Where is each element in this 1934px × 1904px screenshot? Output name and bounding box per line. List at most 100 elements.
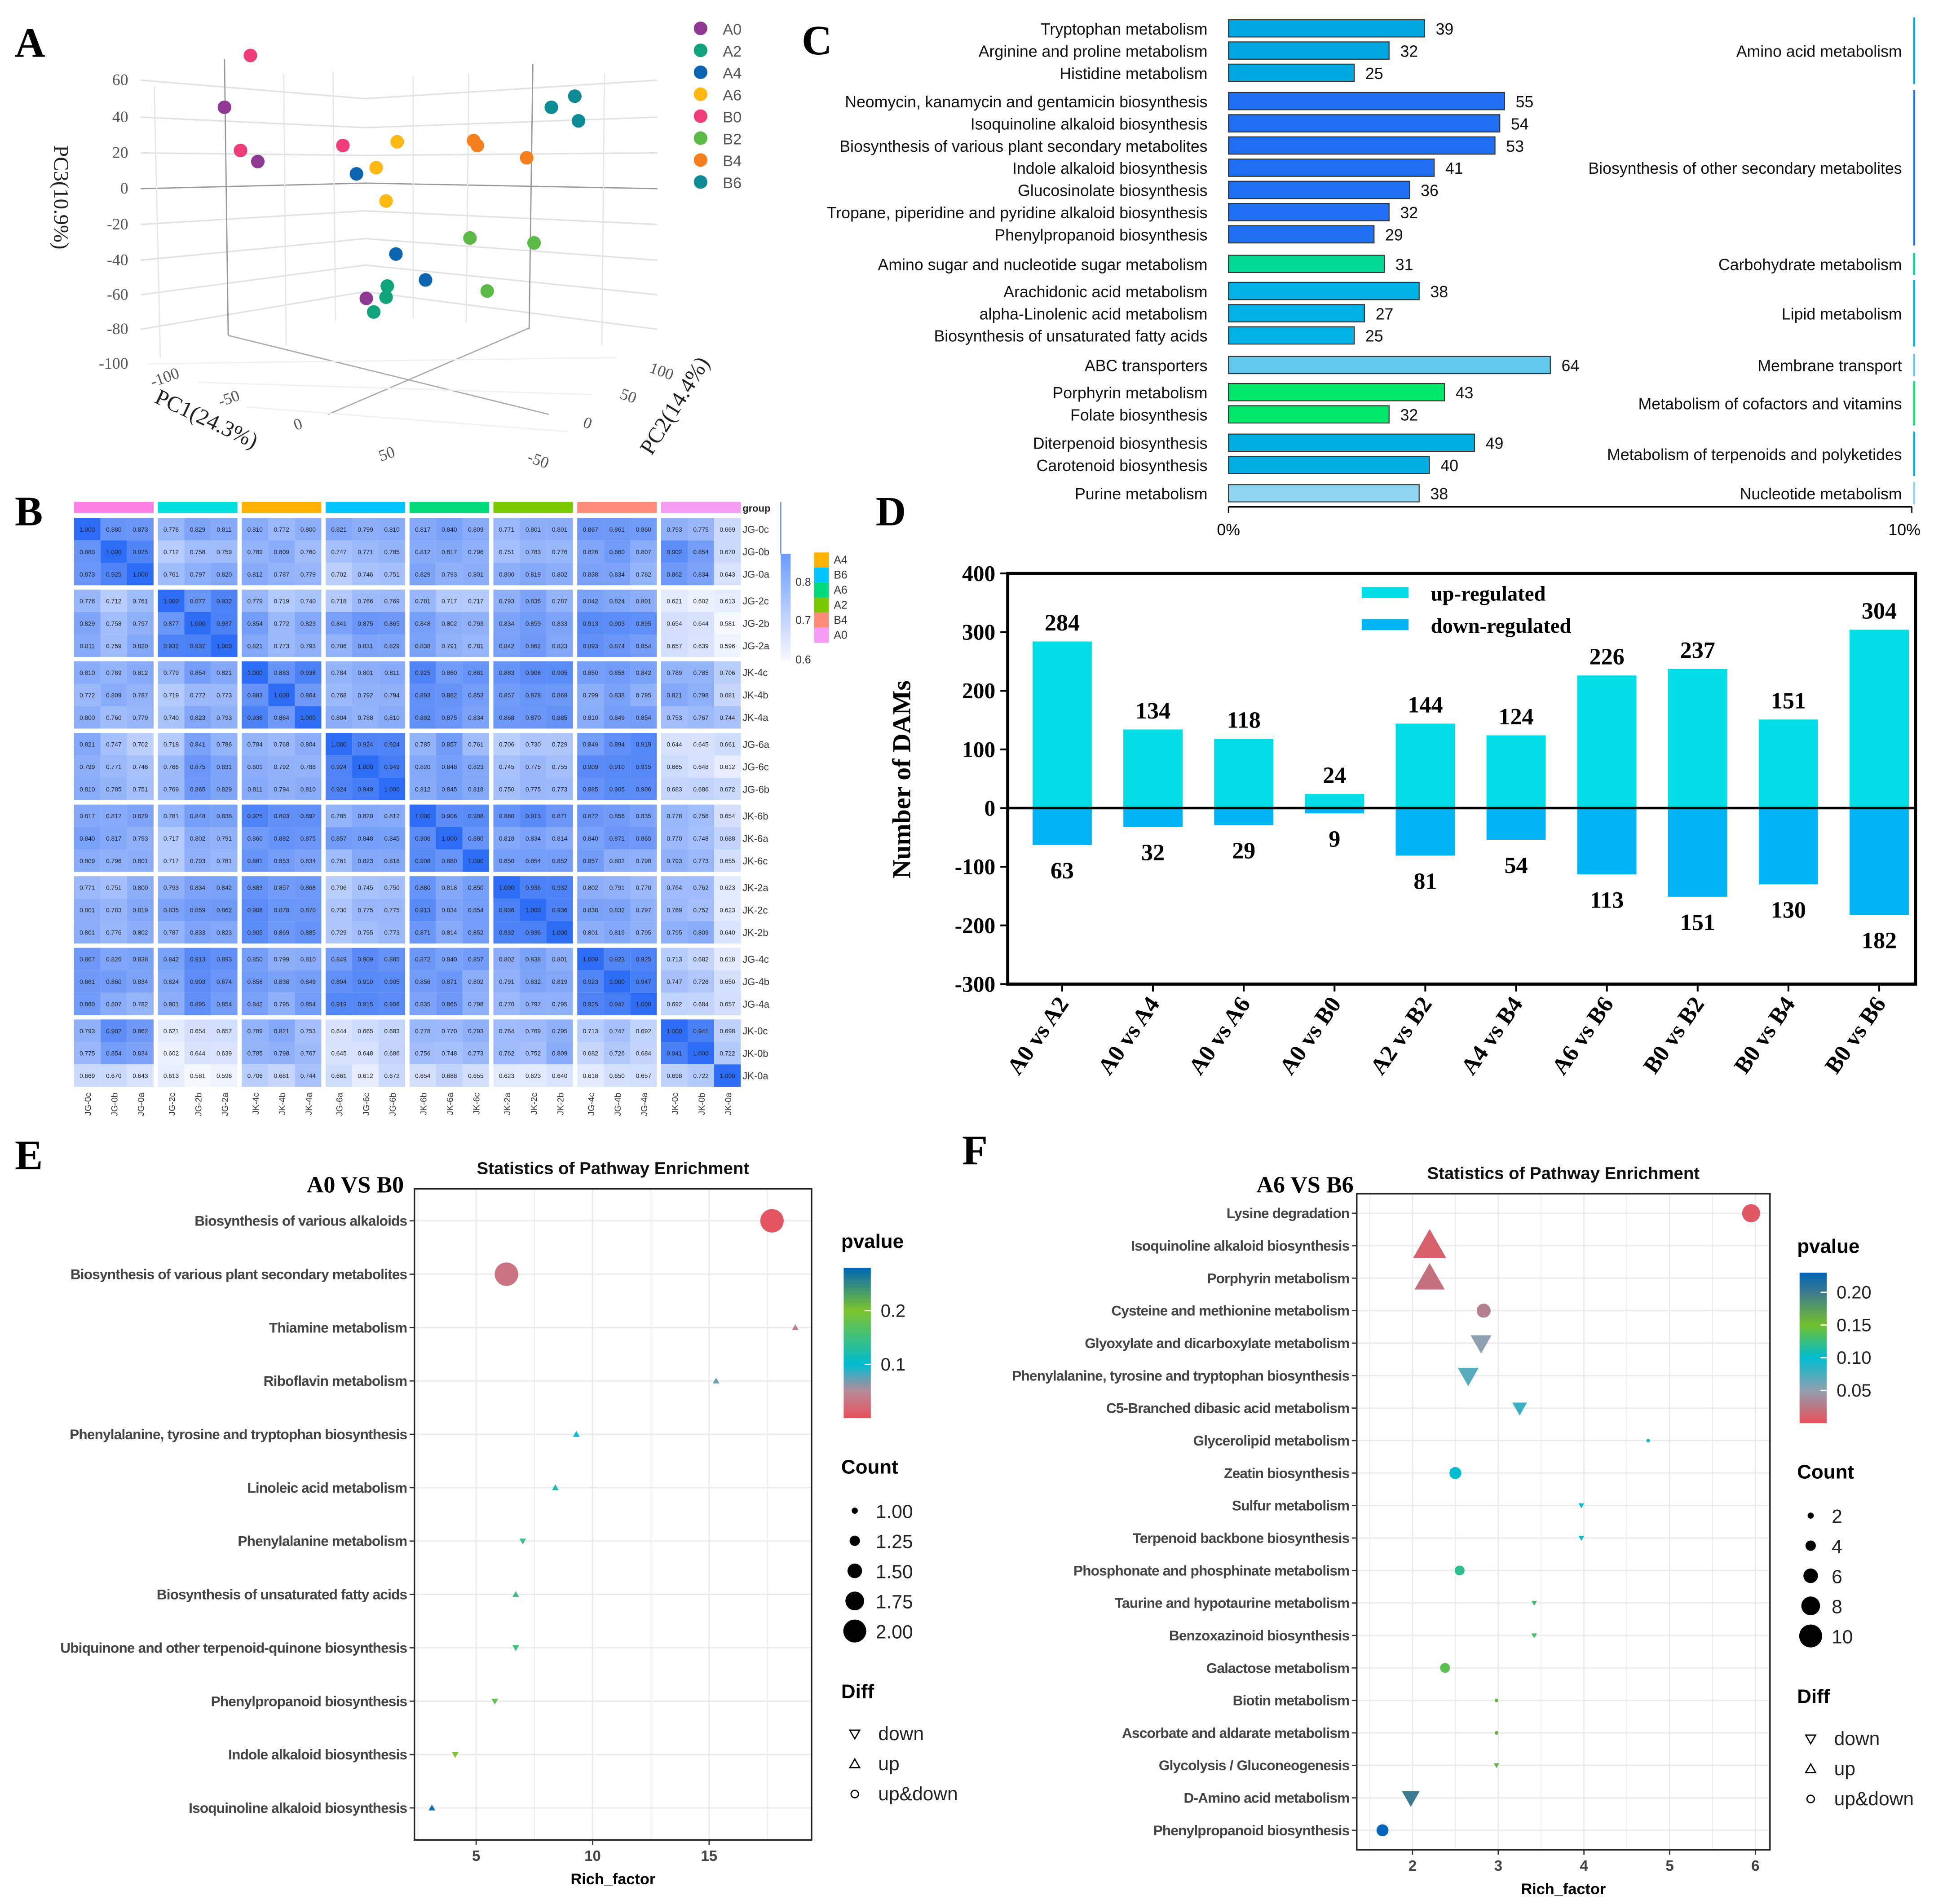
heatmap-cell-value: 0.875 (442, 714, 457, 721)
x-category-label: A2 vs B2 (1365, 992, 1437, 1080)
pvalue-tick-label: 0.1 (881, 1355, 905, 1375)
column-label: JG-6a (336, 1093, 345, 1116)
heatmap-cell (268, 589, 295, 612)
heatmap-cell-value: 0.781 (216, 858, 232, 864)
x-tick-label: 3 (1494, 1857, 1502, 1874)
heatmap-cell-value: 0.895 (636, 620, 652, 627)
heatmap-cell-value: 0.613 (163, 1073, 179, 1080)
heatmap-cell-value: 0.838 (583, 571, 599, 578)
heatmap-cell-value: 1.000 (331, 741, 347, 748)
heatmap-cell (379, 733, 406, 756)
heatmap-cell (295, 634, 322, 657)
heatmap-cell (604, 755, 631, 778)
heatmap-cell-value: 0.799 (274, 956, 289, 963)
heatmap-cell (462, 706, 489, 729)
heatmap-cell (158, 706, 185, 729)
enrichment-point (792, 1324, 799, 1330)
category-label: Biosynthesis of other secondary metaboli… (1588, 159, 1902, 177)
x-category-label: B0 vs B2 (1638, 992, 1709, 1079)
heatmap-cell-value: 0.854 (190, 670, 206, 676)
heatmap-cell (242, 661, 269, 684)
heatmap-cell (352, 778, 379, 801)
pathway-label: Glycolysis / Gluconeogenesis (1159, 1757, 1350, 1773)
category-label: Membrane transport (1757, 357, 1902, 375)
heatmap-cell-value: 0.799 (358, 526, 373, 533)
heatmap-cell-value: 0.913 (583, 620, 599, 627)
heatmap-cell (462, 804, 489, 827)
heatmap-cell (295, 778, 322, 801)
heatmap-cell-value: 0.831 (216, 764, 232, 771)
heatmap-cell (546, 970, 573, 993)
heatmap-cell (100, 755, 127, 778)
heatmap-cell (158, 804, 185, 827)
heatmap-cell (379, 876, 406, 899)
heatmap-cell (661, 1064, 688, 1087)
heatmap-cell-value: 0.919 (331, 1001, 346, 1008)
heatmap-cell-value: 0.818 (499, 835, 515, 842)
pc2-tick-label: 100 (647, 358, 676, 383)
pathway-count: 32 (1400, 406, 1418, 424)
heatmap-cell-value: 0.766 (358, 598, 373, 604)
y-tick-label: -200 (955, 913, 996, 938)
pathway-label: Isoquinoline alkaloid biosynthesis (971, 115, 1208, 133)
legend-swatch (1361, 587, 1409, 598)
count-legend-dot (849, 1535, 860, 1546)
heatmap-cell (493, 992, 520, 1015)
heatmap-cell-value: 0.793 (163, 885, 179, 891)
heatmap-cell-value: 0.834 (468, 714, 484, 721)
enrichment-point (552, 1484, 559, 1490)
heatmap-cell (493, 1042, 520, 1065)
heatmap-cell-value: 0.776 (552, 549, 568, 555)
heatmap-cell-value: 0.748 (442, 1050, 457, 1057)
pathway-label: Ubiquinone and other terpenoid-quinone b… (60, 1640, 407, 1656)
heatmap-cell-value: 0.768 (274, 741, 290, 748)
count-legend-label: 2.00 (876, 1622, 913, 1643)
down-value-label: 29 (1232, 838, 1255, 864)
category-label: Metabolism of cofactors and vitamins (1638, 395, 1902, 413)
heatmap-cell (325, 827, 353, 850)
heatmap-cell (184, 733, 211, 756)
heatmap-cell-value: 0.858 (609, 670, 625, 676)
heatmap-cell (493, 804, 520, 827)
heatmap-cell-value: 0.810 (300, 786, 316, 793)
heatmap-cell (100, 1019, 127, 1042)
pathway-bar (1228, 405, 1390, 424)
pca-point-b6 (544, 100, 558, 115)
heatmap-cell-value: 0.831 (358, 643, 373, 649)
up-regulated-bar (1395, 723, 1455, 808)
pvalue-legend-title: pvalue (841, 1230, 904, 1252)
heatmap-cell-value: 0.894 (609, 741, 625, 748)
heatmap-cell-value: 0.775 (384, 907, 400, 914)
enrichment-point (1494, 1731, 1499, 1735)
heatmap-cell-value: 0.682 (583, 1050, 598, 1057)
heatmap-cell-value: 0.702 (132, 741, 148, 748)
heatmap-cell-value: 0.768 (331, 692, 347, 699)
heatmap-cell-value: 0.612 (358, 1073, 373, 1080)
heatmap-cell (74, 683, 101, 706)
heatmap-cell (661, 634, 688, 657)
pathway-label: Ascorbate and aldarate metabolism (1122, 1725, 1349, 1741)
heatmap-cell (268, 970, 295, 993)
heatmap-cell (577, 970, 604, 993)
heatmap-cell (714, 518, 741, 541)
x-category-label: A4 vs B4 (1456, 992, 1528, 1080)
heatmap-cell (493, 612, 520, 635)
heatmap-cell (409, 804, 436, 827)
heatmap-cell (546, 899, 573, 921)
heatmap-cell-value: 1.000 (358, 764, 373, 771)
heatmap-cell (688, 827, 715, 850)
heatmap-cell-value: 0.801 (132, 858, 148, 864)
heatmap-cell-value: 0.925 (583, 1001, 599, 1008)
heatmap-cell-value: 0.692 (636, 1028, 651, 1035)
heatmap-cell (242, 518, 269, 541)
heatmap-cell (604, 1042, 631, 1065)
heatmap-cell (184, 612, 211, 635)
group-legend-swatch (814, 627, 829, 643)
comparison-subtitle: A0 VS B0 (307, 1172, 404, 1198)
count-legend-label: 6 (1832, 1566, 1842, 1588)
heatmap-cell (630, 849, 657, 872)
heatmap-cell (325, 683, 353, 706)
enrichment-point (1414, 1263, 1445, 1290)
heatmap-cell-value: 0.764 (499, 1028, 515, 1035)
pathway-count: 25 (1365, 65, 1383, 83)
